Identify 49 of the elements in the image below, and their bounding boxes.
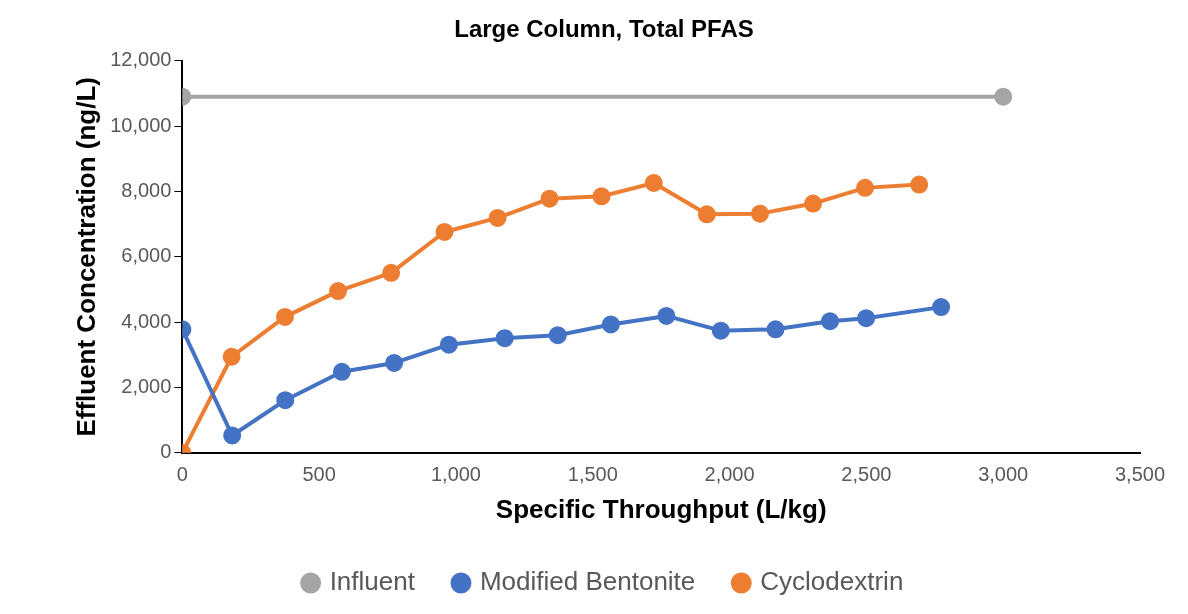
point: [439, 335, 458, 354]
point: [275, 307, 294, 326]
point: [223, 426, 242, 445]
point: [385, 353, 404, 372]
legend-label: Cyclodextrin: [760, 566, 904, 597]
x-tick-label: 1,000: [430, 463, 482, 486]
x-tick-label: 2,500: [841, 463, 892, 486]
point: [329, 282, 348, 301]
point: [644, 173, 663, 192]
point: [222, 347, 241, 366]
point: [488, 208, 507, 227]
x-tick-label: 500: [302, 463, 336, 486]
chart-title: Large Column, Total PFAS: [454, 15, 754, 43]
legend-label: Modified Bentonite: [479, 566, 696, 597]
x-tick-label: 0: [176, 463, 188, 486]
x-tick-label: 3,500: [1114, 463, 1166, 486]
y-tick-label: 8,000: [121, 178, 172, 201]
x-axis-title: Specific Throughput (L/kg): [495, 493, 827, 524]
point: [821, 312, 839, 331]
point: [592, 187, 611, 206]
y-tick-label: 6,000: [121, 244, 172, 267]
point: [435, 222, 454, 241]
point: [540, 189, 559, 208]
point: [697, 205, 716, 224]
x-tick-label: 2,000: [704, 463, 755, 486]
point: [857, 309, 876, 328]
point: [804, 194, 823, 213]
point: [910, 175, 929, 194]
point: [548, 326, 567, 345]
y-tick-label: 12,000: [110, 48, 172, 71]
point: [750, 204, 769, 223]
point: [766, 320, 785, 339]
x-tick-label: 3,000: [978, 463, 1029, 486]
point: [932, 298, 951, 317]
y-tick-label: 10,000: [110, 113, 172, 136]
point: [601, 315, 620, 334]
point: [382, 263, 401, 282]
point: [495, 329, 514, 348]
x-tick-label: 1,500: [567, 463, 618, 486]
point: [332, 362, 351, 381]
y-axis-title: Effluent Concentration (ng/L): [70, 76, 101, 437]
point: [856, 178, 875, 197]
legend-label: Influent: [329, 566, 416, 597]
point: [711, 321, 730, 340]
y-tick-label: 0: [160, 440, 172, 463]
point: [657, 306, 676, 325]
y-tick-label: 2,000: [121, 374, 172, 397]
point: [276, 391, 295, 410]
y-tick-label: 4,000: [121, 309, 172, 332]
